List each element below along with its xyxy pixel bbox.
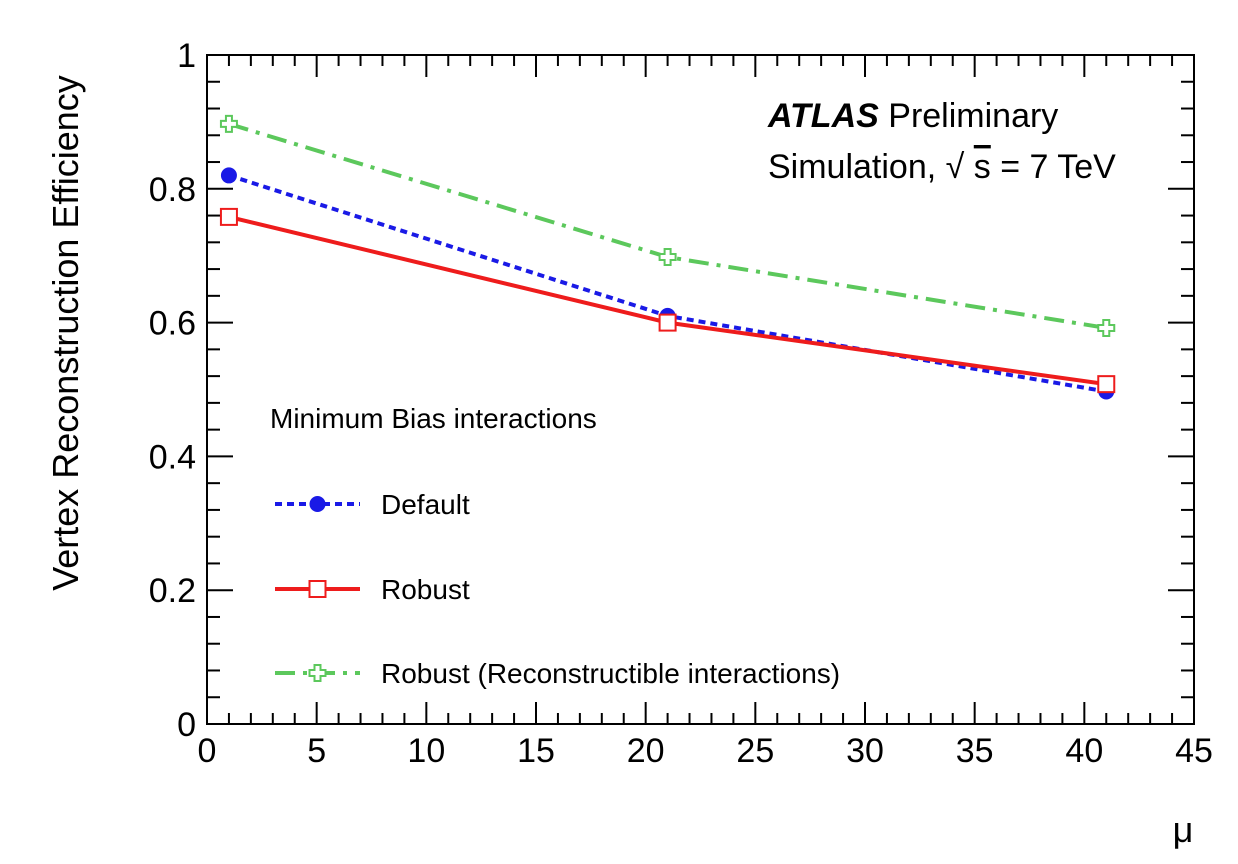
x-tick-label: 20 bbox=[627, 732, 665, 770]
status-label: Preliminary bbox=[888, 97, 1058, 135]
data-point bbox=[658, 248, 677, 267]
x-tick-label: 15 bbox=[517, 732, 555, 770]
legend-label: Robust (Reconstructible interactions) bbox=[381, 658, 840, 689]
legend-marker bbox=[308, 664, 327, 682]
axis-ticks bbox=[206, 54, 1195, 725]
y-tick-label: 0.6 bbox=[149, 305, 196, 343]
x-tick-label: 0 bbox=[198, 732, 217, 770]
x-tick-label: 35 bbox=[956, 732, 994, 770]
y-tick-label: 0.8 bbox=[149, 171, 196, 209]
data-point bbox=[219, 114, 238, 133]
energy-variable: s bbox=[974, 148, 991, 186]
legend: Minimum Bias interactions Default Robust R… bbox=[270, 403, 840, 689]
legend-label: Robust bbox=[381, 574, 470, 605]
y-tick-label: 1 bbox=[177, 37, 196, 75]
tick-labels: 0 5 10 15 20 25 30 35 40 45 0 0.2 0.4 0.6 0.8 1 bbox=[149, 37, 1213, 770]
data-point bbox=[1097, 318, 1116, 337]
simulation-prefix: Simulation, bbox=[768, 148, 936, 186]
sqrt-symbol: √ bbox=[946, 148, 965, 186]
y-axis-title: Vertex Reconstruction Efficiency bbox=[45, 75, 86, 591]
series-2 bbox=[219, 207, 1116, 394]
simulation-label: Simulation, √ s = 7 TeV bbox=[768, 148, 1116, 186]
legend-label: Default bbox=[381, 489, 470, 520]
x-tick-label: 30 bbox=[846, 732, 884, 770]
y-tick-label: 0.4 bbox=[149, 438, 196, 476]
legend-marker bbox=[309, 496, 326, 512]
y-tick-label: 0 bbox=[177, 706, 196, 744]
series-layer bbox=[219, 114, 1116, 400]
atlas-label: ATLAS Preliminary bbox=[767, 97, 1058, 135]
legend-title: Minimum Bias interactions bbox=[270, 403, 597, 434]
energy-value: = 7 TeV bbox=[1000, 148, 1116, 186]
x-tick-label: 5 bbox=[307, 732, 326, 770]
x-tick-label: 45 bbox=[1175, 732, 1213, 770]
x-tick-label: 25 bbox=[736, 732, 774, 770]
x-tick-label: 40 bbox=[1065, 732, 1103, 770]
legend-marker bbox=[308, 580, 327, 598]
x-axis-title: μ bbox=[1173, 809, 1194, 850]
experiment-label: ATLAS bbox=[767, 97, 879, 135]
legend-entry-3: Robust (Reconstructible interactions) bbox=[275, 658, 840, 689]
data-point bbox=[220, 167, 237, 184]
legend-entry-1: Default bbox=[275, 489, 470, 520]
series-line bbox=[228, 173, 1107, 394]
data-point bbox=[658, 313, 677, 332]
x-tick-label: 10 bbox=[407, 732, 445, 770]
data-point bbox=[1097, 375, 1116, 394]
plot-frame bbox=[206, 54, 1195, 725]
series-line bbox=[228, 214, 1107, 387]
series-3 bbox=[219, 114, 1116, 337]
legend-entry-2: Robust bbox=[275, 574, 470, 605]
y-tick-label: 0.2 bbox=[149, 572, 196, 610]
data-point bbox=[219, 207, 238, 226]
